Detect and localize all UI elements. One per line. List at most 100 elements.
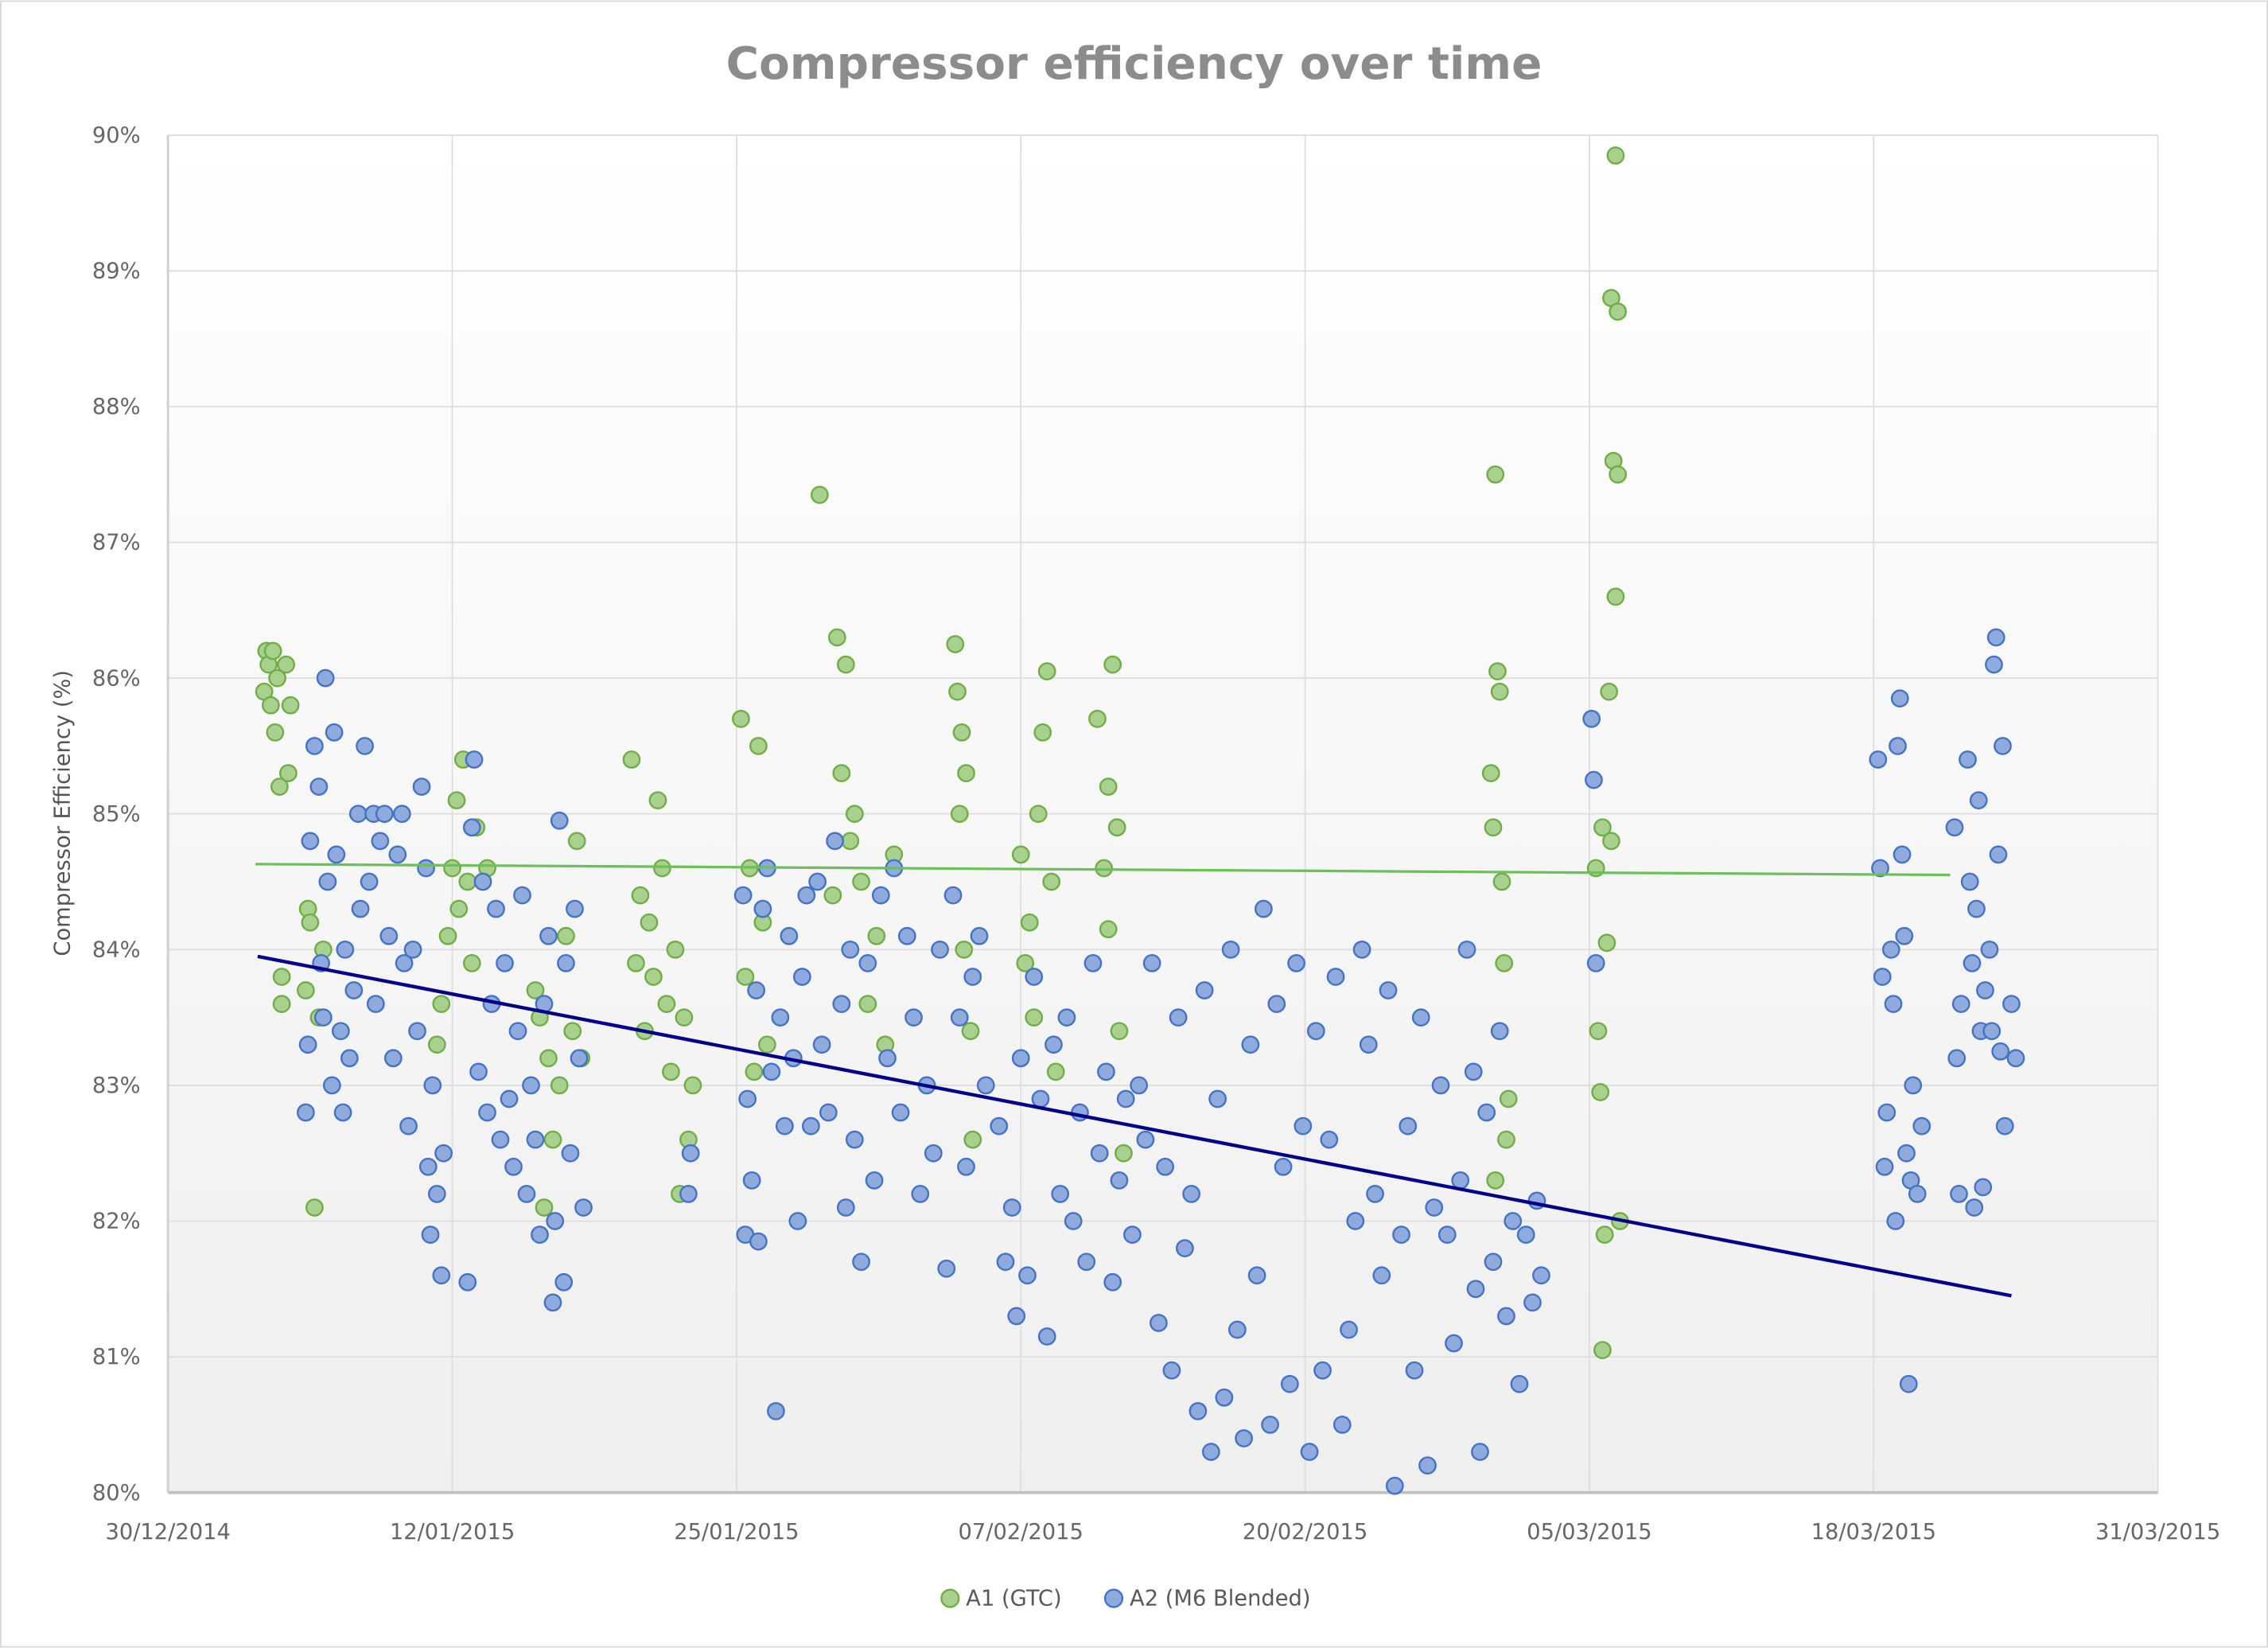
data-point: [1254, 899, 1273, 918]
data-point: [749, 737, 768, 755]
data-point: [1215, 1388, 1234, 1407]
data-point: [1083, 954, 1103, 972]
data-point: [1136, 1130, 1155, 1149]
data-point: [1523, 1293, 1542, 1312]
x-tick-label: 31/03/2015: [2095, 1520, 2220, 1545]
data-point: [336, 940, 355, 959]
data-point: [1899, 1374, 1918, 1393]
data-point: [438, 926, 457, 945]
data-point: [1103, 1272, 1122, 1292]
data-point: [1018, 1266, 1037, 1285]
data-point: [557, 926, 575, 945]
data-point: [379, 926, 399, 945]
data-point: [1150, 1314, 1168, 1332]
data-point: [1464, 1062, 1483, 1081]
data-point: [1488, 662, 1507, 681]
data-point: [305, 1198, 324, 1217]
data-point: [1182, 1185, 1201, 1203]
data-point: [1881, 940, 1900, 959]
data-point: [403, 940, 422, 959]
data-point: [1016, 954, 1035, 972]
data-point: [1591, 1083, 1610, 1101]
data-point: [1103, 655, 1122, 674]
data-point: [517, 1185, 536, 1203]
data-point: [1320, 1130, 1339, 1149]
data-point: [1589, 1022, 1608, 1041]
data-point: [1202, 1443, 1220, 1461]
data-point: [1379, 981, 1398, 999]
data-point: [1875, 1157, 1894, 1176]
data-point: [325, 723, 344, 742]
data-point: [1597, 933, 1616, 953]
data-point: [1532, 1266, 1550, 1285]
data-point: [1893, 845, 1912, 864]
data-point: [1451, 1171, 1470, 1190]
data-point: [1593, 1341, 1612, 1359]
legend-label-a2: A2 (M6 Blended): [1130, 1587, 1310, 1611]
data-point: [432, 1266, 451, 1285]
data-point: [1582, 709, 1601, 728]
data-point: [1486, 1171, 1505, 1190]
data-point: [1484, 818, 1503, 837]
data-point: [1871, 859, 1889, 878]
chart-title: Compressor efficiency over time: [726, 38, 1542, 90]
data-point: [681, 1143, 700, 1163]
data-point: [263, 641, 282, 660]
data-point: [644, 968, 663, 986]
data-point: [427, 1035, 446, 1054]
data-point: [950, 1008, 969, 1027]
data-point: [1995, 1116, 2014, 1136]
data-point: [826, 832, 844, 851]
data-point: [1110, 1022, 1129, 1041]
data-point: [1372, 1266, 1391, 1285]
data-point: [1031, 1089, 1050, 1108]
data-point: [360, 872, 379, 891]
data-point: [1123, 1225, 1142, 1244]
data-point: [963, 1130, 982, 1149]
data-point: [666, 940, 685, 959]
data-point: [1340, 1320, 1358, 1339]
data-point: [1313, 1361, 1332, 1380]
data-point: [1873, 968, 1892, 986]
data-point: [631, 886, 650, 905]
data-point: [1457, 940, 1476, 959]
data-point: [1293, 1116, 1313, 1136]
data-point: [788, 1212, 807, 1230]
data-point: [823, 886, 842, 905]
data-point: [653, 859, 671, 878]
data-point: [388, 845, 407, 864]
data-point: [262, 695, 280, 715]
data-point: [298, 1035, 317, 1054]
data-point: [852, 1253, 870, 1272]
data-point: [1963, 954, 1982, 972]
data-point: [392, 805, 411, 824]
data-point: [1431, 1076, 1450, 1095]
data-point: [1609, 302, 1628, 321]
data-point: [1497, 1130, 1515, 1149]
data-point: [513, 886, 531, 905]
y-tick-label: 89%: [92, 259, 141, 284]
data-point: [648, 791, 667, 810]
data-point: [2006, 1049, 2025, 1068]
data-point: [1011, 845, 1030, 864]
data-point: [1980, 940, 1999, 959]
data-point: [561, 1143, 580, 1163]
data-point: [278, 764, 298, 782]
data-point: [1025, 1008, 1044, 1027]
data-point: [554, 1272, 574, 1292]
data-point: [1227, 1320, 1247, 1339]
data-point: [1982, 1022, 2002, 1041]
data-point: [434, 1143, 453, 1163]
data-point: [296, 981, 315, 999]
data-point: [836, 655, 855, 674]
data-point: [1477, 1103, 1496, 1122]
data-point: [491, 1130, 510, 1149]
data-point: [679, 1185, 698, 1203]
data-point: [340, 1049, 359, 1068]
data-point: [1188, 1401, 1208, 1420]
data-point: [1261, 1416, 1279, 1434]
y-tick-label: 83%: [92, 1073, 141, 1098]
data-point: [526, 1130, 545, 1149]
data-point: [1029, 805, 1048, 824]
data-point: [570, 1049, 589, 1068]
